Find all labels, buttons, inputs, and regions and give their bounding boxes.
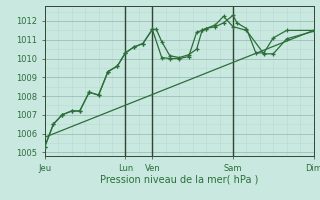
X-axis label: Pression niveau de la mer( hPa ): Pression niveau de la mer( hPa ): [100, 174, 258, 184]
